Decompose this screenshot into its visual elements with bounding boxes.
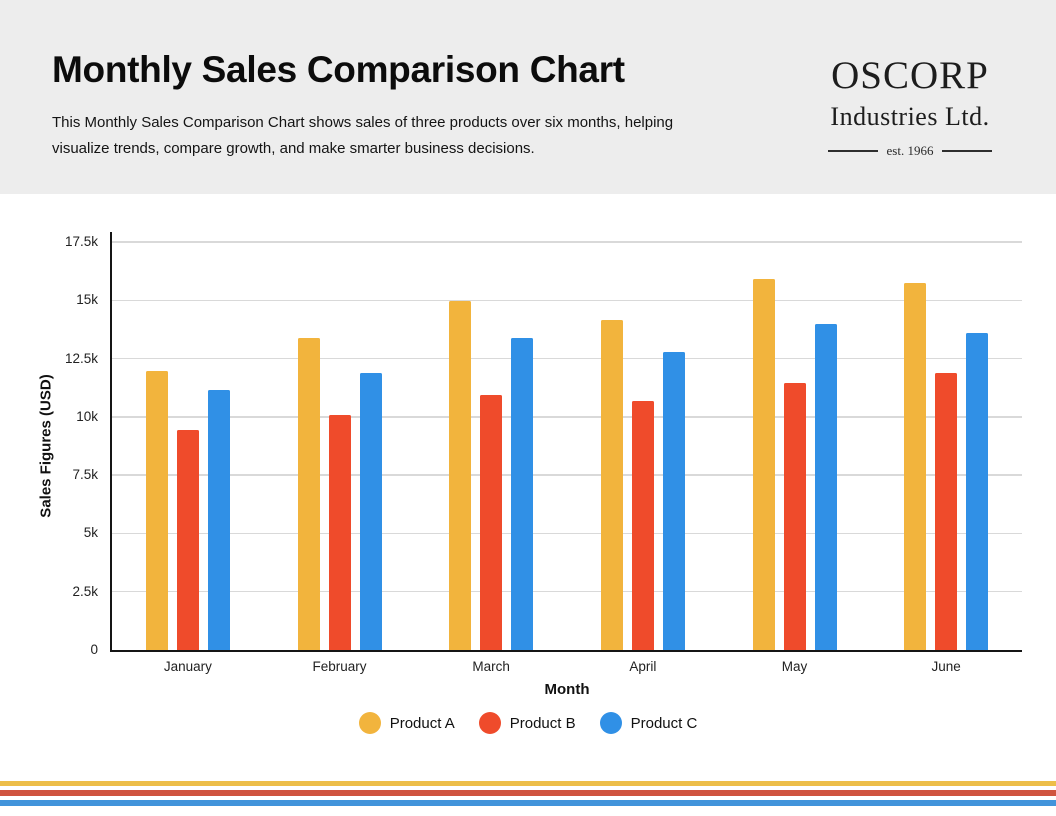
page-title: Monthly Sales Comparison Chart (52, 49, 625, 90)
company-logo: OSCORP Industries Ltd. est. 1966 (813, 56, 1007, 159)
x-tick-label: June (931, 659, 961, 674)
y-tick-label: 5k (83, 525, 98, 541)
y-tick-label: 10k (76, 408, 98, 424)
bar-product-c-january (207, 390, 230, 650)
gridline (112, 241, 1022, 243)
gridline (112, 532, 1022, 535)
logo-rule-right (942, 150, 993, 152)
legend-label: Product B (509, 714, 576, 732)
legend-item-product-b: Product B (478, 712, 576, 734)
bar-product-a-may (752, 279, 775, 650)
bar-product-c-june (966, 332, 989, 650)
gridline (112, 474, 1022, 476)
legend-swatch-icon (478, 712, 501, 734)
page-description: This Monthly Sales Comparison Chart show… (52, 110, 673, 162)
y-tick-label: 2.5k (72, 583, 98, 599)
x-axis-line (110, 650, 1022, 652)
gridline (112, 299, 1022, 302)
bar-product-a-june (904, 282, 927, 650)
logo-subtitle: Industries Ltd. (830, 102, 990, 131)
gridline (112, 590, 1022, 593)
logo-company-name: OSCORP (831, 54, 989, 97)
logo-established-row: est. 1966 (813, 143, 1007, 159)
bar-product-b-january (176, 429, 199, 650)
legend-item-product-c: Product C (599, 712, 698, 734)
bar-product-a-march (449, 301, 472, 650)
y-tick-label: 7.5k (72, 467, 98, 483)
bar-product-a-february (297, 337, 320, 650)
x-tick-label: April (629, 659, 657, 674)
x-tick-label: February (312, 659, 367, 674)
legend: Product A Product B Product C (0, 712, 1056, 734)
bar-product-c-february (359, 372, 382, 650)
y-tick-label: 0 (90, 642, 98, 657)
x-tick-label: January (163, 659, 212, 674)
bar-product-b-march (480, 394, 503, 650)
bar-product-a-january (145, 371, 168, 650)
bar-product-b-april (631, 400, 654, 650)
footer-stripe-red (0, 790, 1056, 796)
footer-stripe-blue (0, 800, 1056, 806)
footer-stripe-yellow (0, 781, 1056, 786)
y-tick-label: 17.5k (64, 234, 98, 249)
y-tick-label: 12.5k (64, 350, 98, 366)
description-line-2: visualize trends, compare growth, and ma… (52, 140, 535, 157)
legend-swatch-icon (358, 712, 381, 734)
description-line-1: This Monthly Sales Comparison Chart show… (52, 114, 674, 131)
bar-product-a-april (600, 320, 623, 650)
x-tick-label: March (472, 659, 510, 674)
gridline (112, 357, 1022, 360)
bar-product-b-may (783, 383, 806, 650)
legend-label: Product C (630, 714, 698, 732)
x-tick-label: May (781, 659, 808, 674)
bar-product-b-june (935, 372, 958, 650)
bar-product-c-march (511, 337, 534, 650)
bar-product-c-april (662, 351, 685, 650)
legend-item-product-a: Product A (358, 712, 455, 734)
header-band: Monthly Sales Comparison Chart This Mont… (0, 0, 1056, 194)
bar-product-c-may (814, 323, 837, 650)
y-tick-label: 15k (76, 292, 98, 308)
legend-swatch-icon (599, 712, 622, 734)
gridline (112, 416, 1022, 418)
bar-product-b-february (328, 414, 351, 650)
logo-rule-left (827, 150, 878, 152)
logo-established-text: est. 1966 (886, 143, 934, 158)
legend-label: Product A (389, 714, 455, 732)
x-axis-title: Month (544, 681, 590, 698)
y-axis-line (110, 232, 112, 650)
plot-area: Sales Figures (USD) Month 0 2.5k 5k 7.5k 10k… (38, 232, 1022, 698)
y-axis-title: Sales Figures (USD) (37, 374, 55, 518)
